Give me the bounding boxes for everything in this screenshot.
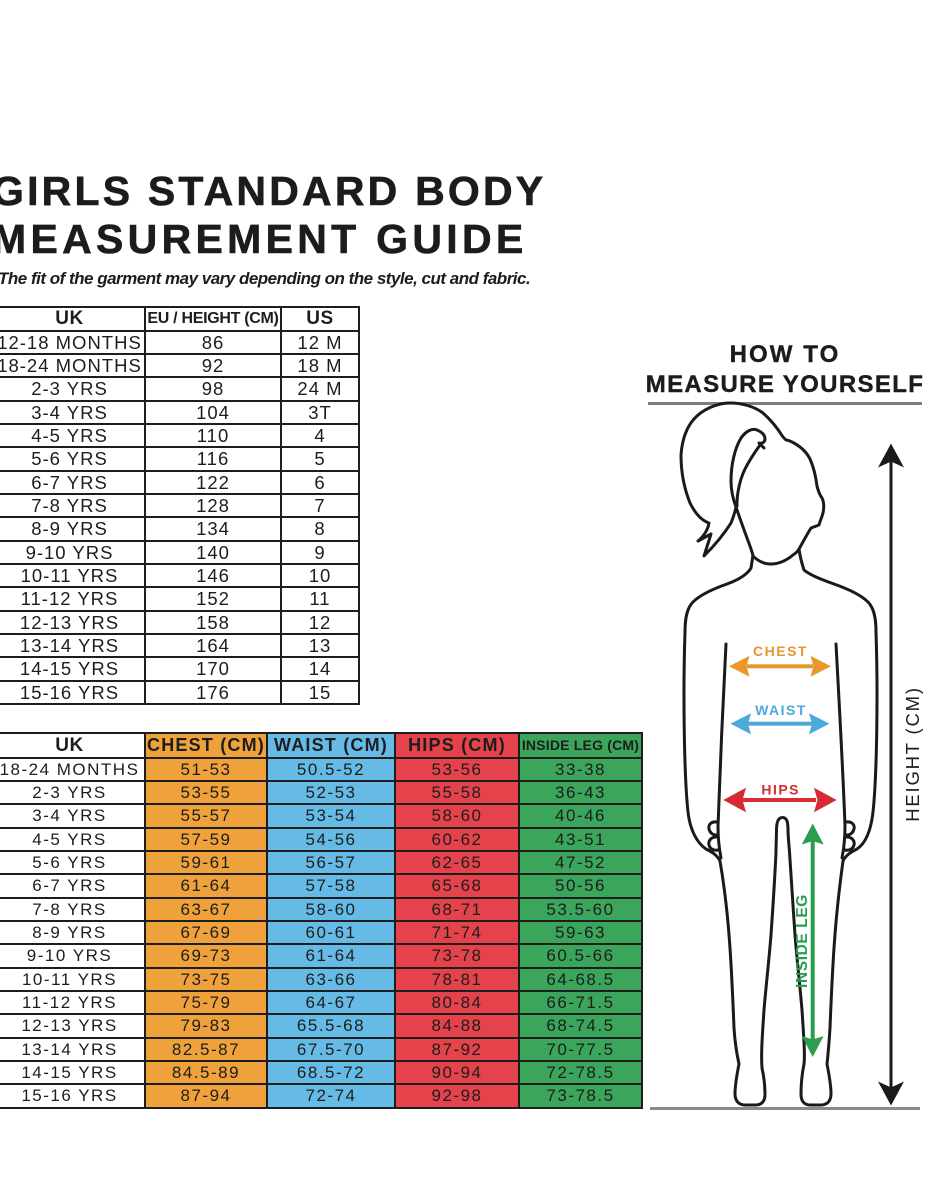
svg-text:INSIDE LEG: INSIDE LEG — [794, 894, 811, 988]
svg-text:HIPS: HIPS — [761, 782, 800, 798]
svg-text:HEIGHT (CM): HEIGHT (CM) — [902, 686, 923, 822]
svg-text:CHEST: CHEST — [753, 643, 808, 659]
svg-text:WAIST: WAIST — [755, 702, 807, 718]
